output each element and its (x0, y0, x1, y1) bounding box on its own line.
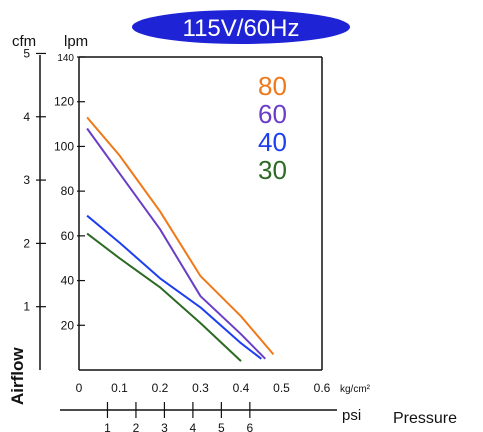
series-line-80 (86, 116, 275, 356)
cfm-tick-label: 2 (23, 236, 30, 250)
psi-tick-label: 3 (161, 421, 168, 432)
lpm-tick-label: 80 (61, 184, 75, 198)
psi-tick-label: 4 (190, 421, 197, 432)
badge-ellipse (132, 10, 350, 44)
kgcm2-tick-label: 0.4 (233, 381, 250, 395)
series-line-30 (86, 232, 242, 362)
badge-label: 115V/60Hz (183, 15, 300, 42)
psi-tick-label: 5 (218, 421, 225, 432)
kgcm2-tick-label: 0.6 (314, 381, 331, 395)
lpm-tick-label: 100 (54, 139, 74, 153)
series-line-60 (86, 127, 267, 360)
kgcm2-unit-label: kg/cm² (340, 384, 371, 395)
psi-tick-label: 6 (247, 421, 254, 432)
kgcm2-tick-label: 0 (76, 381, 83, 395)
lpm-tick-label: 140 (57, 53, 74, 64)
legend-entry-60: 60 (258, 99, 287, 129)
lpm-tick-label: 60 (61, 229, 75, 243)
cfm-tick-label: 5 (23, 46, 30, 60)
psi-ticks: 1 2 3 4 5 6 (104, 402, 254, 432)
kgcm2-ticks: 0 0.1 0.2 0.3 0.4 0.5 0.6 (76, 381, 331, 395)
kgcm2-tick-label: 0.1 (111, 381, 128, 395)
cfm-tick-label: 1 (23, 300, 30, 314)
lpm-tick-label: 20 (61, 318, 75, 332)
legend-entry-80: 80 (258, 71, 287, 101)
lpm-ticks: 20 40 60 80 100 120 140 (54, 53, 85, 332)
series-lines (86, 116, 275, 362)
lpm-tick-label: 40 (61, 274, 75, 288)
series-line-40 (86, 214, 262, 360)
legend-entry-40: 40 (258, 127, 287, 157)
psi-unit-label: psi (342, 407, 361, 424)
psi-tick-label: 1 (104, 421, 111, 432)
pressure-axis-title: Pressure (393, 410, 457, 427)
lpm-tick-label: 120 (54, 95, 74, 109)
kgcm2-tick-label: 0.2 (152, 381, 169, 395)
cfm-unit-label: cfm (12, 33, 36, 50)
psi-tick-label: 2 (133, 421, 140, 432)
airflow-axis-title: Airflow (8, 347, 27, 405)
voltage-badge: 115V/60Hz (132, 10, 350, 44)
legend-entry-30: 30 (258, 155, 287, 185)
kgcm2-tick-label: 0.5 (273, 381, 290, 395)
lpm-unit-label: lpm (64, 33, 88, 50)
cfm-tick-label: 4 (23, 110, 30, 124)
plot-frame (78, 56, 323, 371)
cfm-tick-label: 3 (23, 173, 30, 187)
kgcm2-tick-label: 0.3 (192, 381, 209, 395)
cfm-ticks: 1 2 3 4 5 (23, 46, 46, 314)
